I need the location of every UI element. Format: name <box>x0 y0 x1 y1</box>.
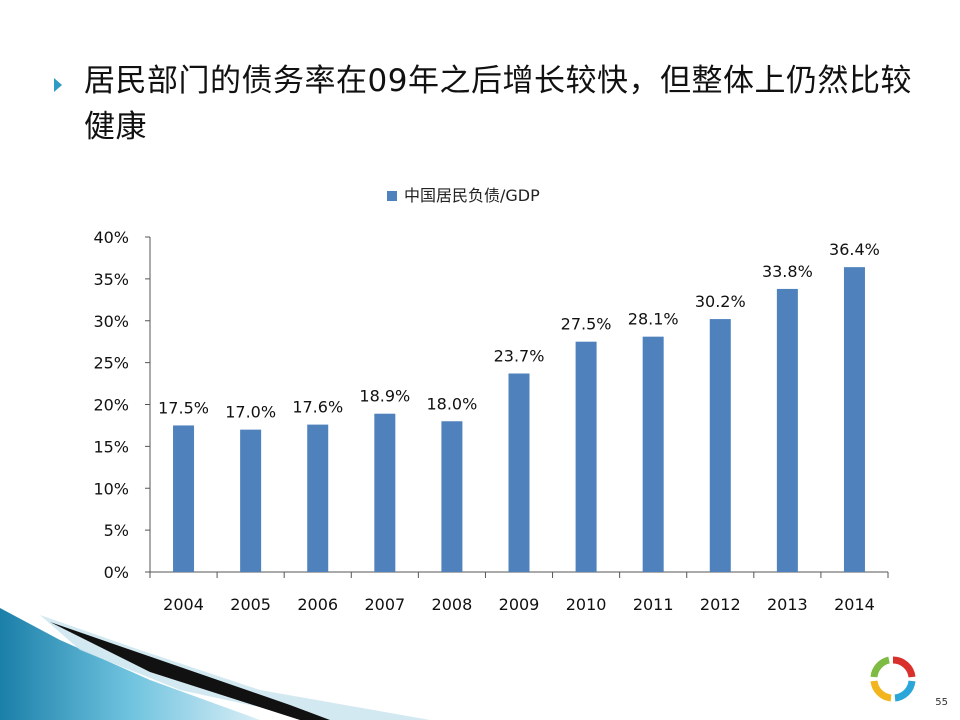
company-logo-icon <box>870 656 916 702</box>
bar-2009 <box>508 373 530 572</box>
bar-2005 <box>240 429 262 572</box>
x-tick-label-2008: 2008 <box>432 595 473 614</box>
x-tick-label-2013: 2013 <box>767 595 808 614</box>
x-tick-label-2011: 2011 <box>633 595 674 614</box>
data-label-2004: 17.5% <box>158 398 209 417</box>
slide-title: 居民部门的债务率在09年之后增长较快，但整体上仍然比较健康 <box>84 63 912 145</box>
data-label-2005: 17.0% <box>225 403 276 422</box>
data-label-2008: 18.0% <box>426 394 477 413</box>
bar-2011 <box>642 336 664 572</box>
bar-2008 <box>441 421 463 572</box>
x-tick-label-2004: 2004 <box>163 595 204 614</box>
data-label-2009: 23.7% <box>494 347 545 366</box>
x-tick-label-2009: 2009 <box>499 595 540 614</box>
bar-2012 <box>709 319 731 572</box>
data-label-2006: 17.6% <box>292 398 343 417</box>
y-tick-label: 35% <box>93 270 129 289</box>
decorative-swoosh <box>0 608 430 720</box>
bar-2007 <box>374 413 396 572</box>
y-tick-label: 25% <box>93 354 129 373</box>
data-label-2011: 28.1% <box>628 310 679 329</box>
page-number: 55 <box>935 697 948 708</box>
y-tick-label: 15% <box>93 437 129 456</box>
x-tick-label-2007: 2007 <box>364 595 405 614</box>
x-tick-label-2006: 2006 <box>297 595 338 614</box>
y-tick-label: 5% <box>104 521 129 540</box>
x-tick-label-2014: 2014 <box>834 595 875 614</box>
y-tick-label: 30% <box>93 312 129 331</box>
data-label-2012: 30.2% <box>695 292 746 311</box>
legend-swatch <box>387 191 397 201</box>
bar-2004 <box>173 425 195 572</box>
bar-2014 <box>843 267 865 572</box>
bar-2006 <box>307 424 329 572</box>
y-tick-label: 40% <box>93 228 129 247</box>
data-label-2010: 27.5% <box>561 315 612 334</box>
x-tick-label-2005: 2005 <box>230 595 271 614</box>
legend-label: 中国居民负债/GDP <box>404 186 540 205</box>
data-label-2013: 33.8% <box>762 262 813 281</box>
y-tick-label: 0% <box>104 563 129 582</box>
data-label-2014: 36.4% <box>829 240 880 259</box>
triangle-right-icon <box>54 78 62 92</box>
data-label-2007: 18.9% <box>359 387 410 406</box>
y-tick-label: 10% <box>93 479 129 498</box>
x-tick-label-2010: 2010 <box>566 595 607 614</box>
y-tick-label: 20% <box>93 396 129 415</box>
bar-2013 <box>776 288 798 572</box>
bar-2010 <box>575 341 597 572</box>
x-tick-label-2012: 2012 <box>700 595 741 614</box>
